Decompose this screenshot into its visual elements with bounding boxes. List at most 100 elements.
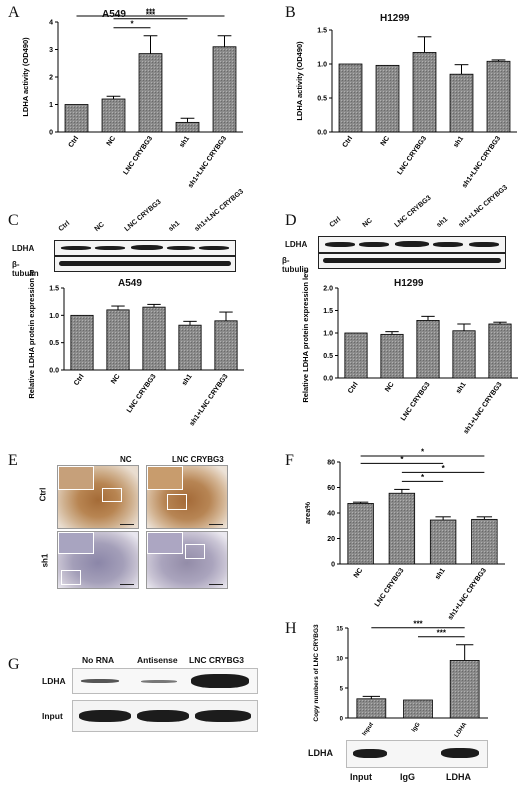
band [79,710,131,722]
y-tick-label: 0.0 [317,130,327,137]
y-axis-label: Relative LDHA protein expression level [27,270,36,399]
wb-d-lane-ctrl: Ctrl [328,215,343,229]
band [395,241,429,247]
significance-label: * [130,19,134,28]
wb-d-row-tubulin: β-tubulin [282,256,309,274]
y-tick-label: 2 [49,75,53,82]
ihc-zoom-inset [147,532,183,554]
bar [101,98,126,133]
y-axis-label: area% [303,502,312,524]
wb-c-lane-lnc-crybg3: LNC CRYBG3 [123,198,163,233]
panel-letter-d: D [285,212,297,229]
x-tick-label: NC [384,381,396,393]
band [359,242,389,247]
rip-h-lane-igg: IgG [400,772,415,782]
panel-d-chart-title: H1299 [394,278,424,289]
y-tick-label: 1.0 [323,331,333,338]
significance-label: * [400,455,404,464]
bar [138,53,163,133]
panel-c-chart-title: A549 [118,278,142,289]
band [61,246,91,250]
bar [214,320,238,371]
wb-c-ldha-blot [54,240,236,256]
wb-c-lane-nc: NC [93,221,106,233]
chart-d-ldha-expression-h1299: 0.0 0.5 1.0 1.5 2.0 Relative LDHA protein exp… [301,270,518,435]
y-axis-label: Relative LDHA protein expression level [301,270,310,403]
band [469,242,499,247]
ihc-zoom-inset [58,532,94,554]
ihc-image-ctrl-nc [57,465,139,529]
x-tick-label: sh1+LNC CRYBG3 [187,135,228,189]
y-tick-label: 1.5 [49,286,59,293]
y-tick-label: 15 [336,627,343,633]
wb-c-tubulin-blot [54,256,236,272]
scale-bar [209,584,223,585]
bar [380,333,404,379]
y-tick-label: 0.5 [323,353,333,360]
scale-bar [209,524,223,525]
bar [429,519,457,565]
rip-row-ldha: LDHA [42,676,66,686]
x-tick-label: LNC CRYBG3 [374,567,406,608]
wb-c-row-ldha: LDHA [12,244,35,253]
y-tick-label: 0 [340,717,344,723]
scale-bar [120,524,134,525]
ihc-roi-box [185,544,205,559]
rip-ldha-blot [72,668,258,694]
y-tick-label: 3 [49,47,53,54]
panel-letter-c: C [8,212,19,229]
bar [416,320,440,379]
y-tick-label: 0 [331,562,335,569]
x-tick-label: sh1 [434,567,447,581]
y-tick-label: 0.5 [317,96,327,103]
y-tick-label: 1 [49,102,53,109]
ihc-roi-box [167,494,187,510]
significance-label: *** [146,8,156,17]
band [325,242,355,247]
ihc-zoom-inset [58,466,94,490]
x-tick-label: sh1+LNC CRYBG3 [461,135,502,189]
bar [452,330,476,379]
chart-b-ldha-activity-h1299: 0.0 0.5 1.0 1.5 LDHA activity (OD490) Ctrl NC L… [295,28,517,189]
bar [471,518,498,565]
y-tick-label: 5 [340,687,344,693]
y-tick-label: 80 [327,460,335,467]
y-tick-label: 60 [327,485,335,492]
scale-bar [120,584,134,585]
bar [375,64,400,133]
ihc-roi-box [61,570,81,585]
x-tick-label: NC [110,373,122,385]
y-tick-label: 0.5 [49,340,59,347]
bar [212,46,237,133]
ihc-image-ctrl-lnc [146,465,228,529]
panel-letter-h: H [285,620,297,637]
band [59,261,231,266]
rip-row-input: Input [42,711,63,721]
y-tick-label: 20 [327,536,335,543]
y-tick-label: 1.0 [49,313,59,320]
y-tick-label: 1.5 [317,28,327,35]
chart-c-ldha-expression-a549: 0.0 0.5 1.0 1.5 Relative LDHA protein expres… [27,270,244,427]
significance-label: * [442,464,446,473]
chart-f-area-percent: 0 20 40 60 80 area% NC LNC CRYBG3 sh1 sh1+LNC CRY… [303,448,505,621]
rip-lane-antisense: Antisense [137,655,178,665]
bar [488,323,512,379]
band [95,246,125,250]
significance-label: *** [413,620,423,628]
panel-letter-g: G [8,656,20,673]
rip-lane-no-rna: No RNA [82,655,115,665]
bar [64,104,89,133]
rip-h-row-ldha: LDHA [308,748,333,758]
chart-a-ldha-activity-a549: 0 1 2 3 4 LDHA activity (OD490) Ctrl NC LNC CRYB… [21,8,243,189]
band [195,710,251,722]
band [441,748,479,758]
y-tick-label: 0 [49,130,53,137]
x-tick-label: Ctrl [347,381,360,395]
bar [142,306,166,371]
panel-letter-f: F [285,452,294,469]
bar [106,309,130,371]
ihc-col-lnc-crybg3: LNC CRYBG3 [172,455,224,464]
panel-letter-e: E [8,452,18,469]
panel-b-title: H1299 [380,13,410,24]
band [167,246,195,250]
